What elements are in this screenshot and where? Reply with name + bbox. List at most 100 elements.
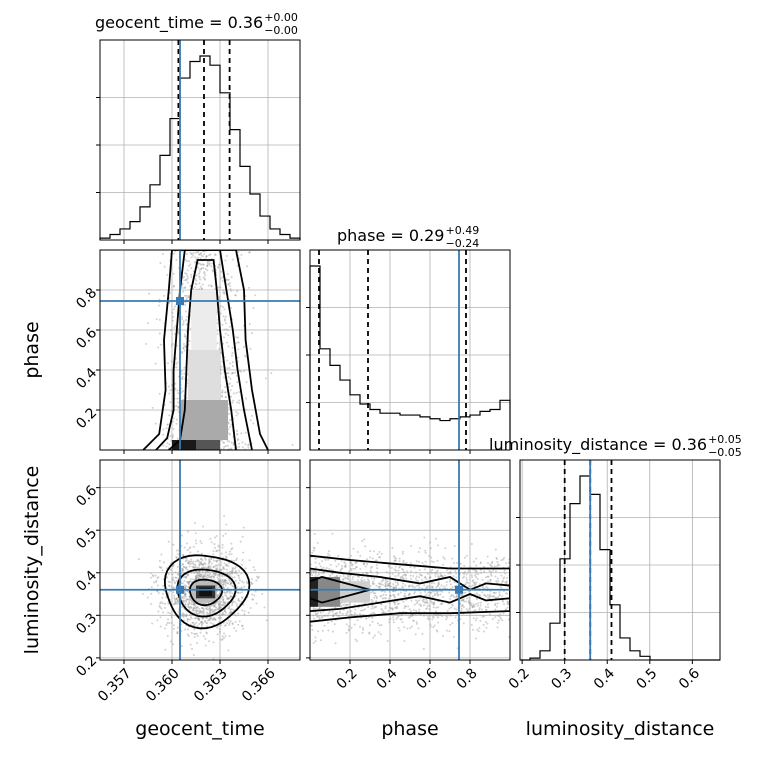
scatter-point [184, 603, 187, 606]
scatter-point [470, 604, 473, 607]
scatter-point [146, 596, 149, 599]
scatter-point [208, 574, 211, 577]
scatter-point [231, 600, 234, 603]
scatter-point [200, 573, 203, 576]
scatter-point [193, 571, 196, 574]
scatter-point [199, 575, 202, 578]
scatter-point [214, 288, 217, 291]
scatter-point [183, 587, 186, 590]
scatter-point [374, 592, 377, 595]
scatter-point [208, 561, 211, 564]
contour-line [188, 578, 223, 607]
scatter-point [202, 575, 205, 578]
scatter-point [402, 577, 405, 580]
scatter-point [186, 316, 189, 319]
scatter-point [377, 631, 380, 634]
scatter-point [206, 605, 209, 608]
scatter-point [241, 627, 244, 630]
scatter-point [443, 557, 446, 560]
scatter-point [224, 532, 227, 535]
scatter-point [409, 561, 412, 564]
scatter-point [200, 623, 203, 626]
scatter-point [223, 292, 226, 295]
scatter-point [490, 565, 493, 568]
scatter-point [228, 607, 231, 610]
scatter-point [396, 616, 399, 619]
scatter-point [223, 336, 226, 339]
scatter-point [191, 253, 194, 256]
scatter-point [196, 612, 199, 615]
scatter-point [183, 590, 186, 593]
scatter-point [351, 563, 354, 566]
scatter-point [209, 608, 212, 611]
scatter-point [387, 584, 390, 587]
scatter-point [417, 551, 420, 554]
scatter-point [169, 435, 172, 438]
scatter-point [391, 547, 394, 550]
scatter-point [255, 579, 258, 582]
scatter-point [205, 255, 208, 258]
scatter-point [195, 576, 198, 579]
scatter-point [187, 294, 190, 297]
scatter-point [428, 576, 431, 579]
scatter-point [237, 341, 240, 344]
scatter-point [187, 530, 190, 533]
scatter-point [389, 607, 392, 610]
scatter-point [506, 603, 509, 606]
scatter-point [167, 602, 170, 605]
xtick-label-phase-1: 0.4 [374, 665, 401, 692]
scatter-point [481, 615, 484, 618]
scatter-point [249, 347, 252, 350]
scatter-point [270, 372, 273, 375]
scatter-point [214, 608, 217, 611]
scatter-point [485, 626, 488, 629]
scatter-point [209, 608, 212, 611]
scatter-point [506, 606, 509, 609]
scatter-point [228, 621, 231, 624]
scatter-point [225, 279, 228, 282]
scatter-point [481, 586, 484, 589]
scatter-point [182, 597, 185, 600]
scatter-point [403, 606, 406, 609]
scatter-point [206, 264, 209, 267]
scatter-point [217, 593, 220, 596]
scatter-point [361, 576, 364, 579]
scatter-point [218, 607, 221, 610]
scatter-point [208, 559, 211, 562]
scatter-point [206, 269, 209, 272]
scatter-point [332, 615, 335, 618]
scatter-point [217, 265, 220, 268]
scatter-point [174, 601, 177, 604]
scatter-point [198, 564, 201, 567]
scatter-point [187, 582, 190, 585]
scatter-point [243, 369, 246, 372]
scatter-point [194, 261, 197, 264]
scatter-point [189, 251, 192, 254]
scatter-point [500, 574, 503, 577]
scatter-point [222, 599, 225, 602]
scatter-point [214, 609, 217, 612]
scatter-point [406, 570, 409, 573]
scatter-point [197, 272, 200, 275]
scatter-point [226, 597, 229, 600]
scatter-point [402, 550, 405, 553]
title-sup-geocent_time: +0.00 [264, 11, 298, 24]
scatter-point [199, 575, 202, 578]
title-sub-luminosity_distance: −0.05 [708, 446, 742, 459]
scatter-point [430, 556, 433, 559]
scatter-point [455, 561, 458, 564]
scatter-point [355, 561, 358, 564]
xlabel-luminosity_distance: luminosity_distance [526, 718, 715, 740]
scatter-point [394, 565, 397, 568]
scatter-point [182, 599, 185, 602]
scatter-point [216, 342, 219, 345]
scatter-point [229, 608, 232, 611]
scatter-point [219, 580, 222, 583]
scatter-point [314, 575, 317, 578]
scatter-point [472, 603, 475, 606]
scatter-point [393, 593, 396, 596]
scatter-point [507, 618, 510, 621]
scatter-point [169, 612, 172, 615]
scatter-point [242, 551, 245, 554]
scatter-point [176, 572, 179, 575]
